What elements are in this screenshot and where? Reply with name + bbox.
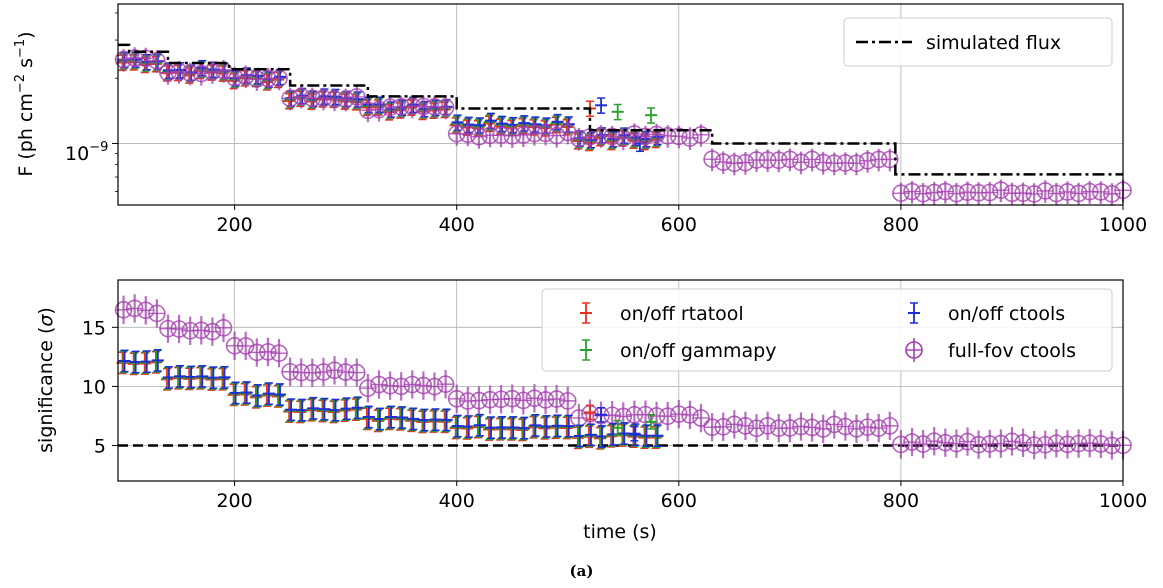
- legend-label: full-fov ctools: [948, 340, 1076, 362]
- x-tick-label: 200: [216, 490, 252, 512]
- y-tick-label: 15: [82, 317, 106, 339]
- bottom-legend: on/off rtatool on/off gammapy on/off ctool…: [541, 288, 1113, 372]
- legend-entry: on/off rtatool: [580, 302, 744, 325]
- legend-label: on/off rtatool: [620, 303, 744, 325]
- top-plot-area: [114, 43, 1132, 206]
- top-axes-frame: [117, 3, 1124, 206]
- bottom-plot-area: [114, 294, 1132, 460]
- y-tick-label: 5: [94, 436, 106, 458]
- x-tick-label: 600: [661, 214, 697, 236]
- x-tick-label: 400: [439, 214, 475, 236]
- legend-label: on/off ctools: [948, 303, 1065, 325]
- x-tick-label: 400: [439, 490, 475, 512]
- figure-caption: (a): [569, 562, 594, 580]
- bottom-x-axis-label: time (s): [583, 521, 657, 543]
- bottom-y-axis-label: significance (σ): [35, 307, 57, 453]
- legend-label: on/off gammapy: [620, 340, 777, 362]
- simulated-flux-line: [118, 43, 1123, 176]
- bottom-y-ticks: 5 10 15: [82, 317, 118, 458]
- legend-entry: on/off gammapy: [580, 339, 777, 362]
- top-y-ticks: 10−9: [65, 12, 118, 192]
- legend-entry: on/off ctools: [908, 302, 1065, 325]
- legend-label-simulated-flux: simulated flux: [926, 32, 1061, 54]
- top-y-axis-label: F (ph cm−2 s−1): [13, 31, 37, 176]
- y-tick-base: 10: [65, 143, 89, 165]
- x-tick-label: 1000: [1099, 490, 1147, 512]
- y-tick-label: 10: [82, 376, 106, 398]
- top-y-tick-label: 10−9: [65, 140, 108, 165]
- top-legend: simulated flux: [843, 17, 1113, 67]
- figure: 200 400 600 800 1000 10−9 F (ph cm−2 s−1) si…: [13, 3, 1147, 543]
- x-tick-label: 800: [883, 490, 919, 512]
- x-tick-label: 1000: [1099, 214, 1147, 236]
- top-x-ticks: 200 400 600 800 1000: [216, 205, 1147, 236]
- bottom-x-ticks: 200 400 600 800 1000: [216, 481, 1147, 512]
- bottom-axes-frame: [117, 279, 1124, 482]
- legend-entry: full-fov ctools: [905, 338, 1076, 362]
- top-legend-box: [843, 17, 1113, 67]
- x-tick-label: 600: [661, 490, 697, 512]
- y-tick-exponent: −9: [89, 140, 108, 155]
- x-tick-label: 200: [216, 214, 252, 236]
- bottom-legend-box: [541, 288, 1113, 372]
- top-panel: 200 400 600 800 1000 10−9 F (ph cm−2 s−1) si…: [13, 3, 1147, 236]
- x-tick-label: 800: [883, 214, 919, 236]
